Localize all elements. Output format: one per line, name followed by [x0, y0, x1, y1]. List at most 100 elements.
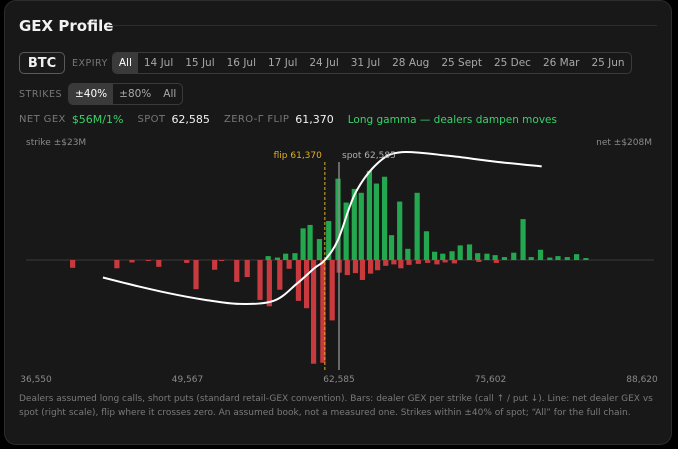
- stats-row: NET GEX $56M/1% SPOT 62,585 ZERO-Γ FLIP …: [19, 113, 557, 126]
- x-tick-label: 75,602: [475, 375, 507, 385]
- regime-note: Long gamma — dealers dampen moves: [347, 113, 557, 126]
- right-axis-label: net ±$208M: [596, 138, 652, 148]
- spot-marker-label: spot 62,585: [342, 151, 396, 161]
- spot-value: 62,585: [171, 113, 210, 126]
- put-gex-bar: [352, 260, 359, 274]
- put-gex-bar: [286, 260, 292, 269]
- call-gex-bar: [316, 239, 322, 260]
- strikes-option[interactable]: All: [163, 88, 177, 100]
- call-gex-bar: [449, 251, 455, 260]
- call-gex-bar: [432, 251, 438, 260]
- put-gex-bar: [266, 260, 272, 307]
- expiry-option[interactable]: 25 Sept: [441, 57, 482, 69]
- x-tick-label: 49,567: [172, 375, 204, 385]
- call-gex-bar: [388, 235, 395, 260]
- call-gex-bar: [501, 257, 508, 260]
- expiry-option[interactable]: 24 Jul: [309, 57, 339, 69]
- expiry-option[interactable]: 31 Jul: [350, 57, 381, 69]
- put-gex-bar: [374, 260, 381, 271]
- expiry-option[interactable]: 14 Jul: [143, 57, 174, 69]
- call-gex-bar: [466, 244, 473, 260]
- gex-bars: [70, 170, 589, 364]
- expiry-label: EXPIRY: [72, 57, 108, 69]
- call-gex-bar: [343, 202, 349, 260]
- put-gex-bar: [156, 260, 162, 267]
- strikes-option[interactable]: ±80%: [119, 88, 152, 100]
- call-gex-bar: [265, 256, 271, 260]
- put-gex-bar: [425, 260, 431, 263]
- x-axis-ticks: 36,550 49,567 62,585 75,602 88,620: [20, 375, 658, 385]
- put-gex-bar: [451, 260, 457, 264]
- call-gex-bar: [283, 253, 289, 260]
- expiry-option[interactable]: 15 Jul: [185, 57, 215, 69]
- call-gex-bar: [484, 253, 490, 260]
- x-tick-label: 88,620: [626, 375, 658, 385]
- put-gex-bar: [406, 260, 412, 265]
- expiry-option[interactable]: 17 Jul: [268, 57, 298, 69]
- net-gex-value: $56M/1%: [71, 113, 124, 126]
- put-gex-bar: [391, 260, 397, 265]
- put-gex-bar: [320, 260, 326, 363]
- strikes-option[interactable]: ±40%: [69, 84, 114, 104]
- asset-selector-button[interactable]: BTC: [19, 52, 65, 74]
- put-gex-bar: [329, 260, 335, 321]
- call-gex-bar: [381, 176, 388, 260]
- put-gex-bar: [415, 260, 421, 264]
- call-gex-bar: [555, 256, 561, 260]
- call-gex-bar: [414, 192, 420, 260]
- zero-gamma-flip-value: 61,370: [295, 113, 334, 126]
- strikes-label: STRIKES: [19, 88, 62, 100]
- call-gex-bar: [274, 257, 281, 260]
- call-gex-bar: [292, 253, 298, 260]
- put-gex-bar: [367, 260, 374, 274]
- call-gex-bar: [511, 252, 517, 260]
- net-gex-label: NET GEX: [19, 114, 66, 125]
- gex-profile-panel: GEX Profile BTC EXPIRY All 14 Jul 15 Jul 16…: [4, 0, 672, 445]
- call-gex-bar: [307, 224, 313, 260]
- put-gex-bar: [114, 260, 120, 269]
- spot-label: SPOT: [137, 114, 166, 125]
- call-gex-bar: [300, 228, 306, 260]
- net-gex-curve: [102, 150, 542, 305]
- expiry-option[interactable]: 28 Aug: [392, 57, 430, 69]
- call-gex-bar: [547, 257, 553, 260]
- call-gex-bar: [583, 258, 589, 260]
- call-gex-bar: [351, 188, 357, 260]
- call-gex-bar: [366, 170, 373, 260]
- put-gex-bar: [434, 260, 440, 265]
- call-gex-bar: [528, 257, 534, 260]
- put-gex-bar: [244, 260, 250, 278]
- expiry-option[interactable]: 25 Dec: [493, 57, 531, 69]
- call-gex-bar: [440, 253, 446, 260]
- put-gex-bar: [359, 260, 366, 280]
- put-gex-bar: [145, 260, 151, 261]
- page-title: GEX Profile: [19, 17, 114, 35]
- title-divider: [110, 25, 657, 26]
- call-gex-bar: [492, 255, 498, 260]
- put-gex-bar: [193, 260, 199, 290]
- put-gex-bar: [295, 260, 302, 301]
- put-gex-bar: [184, 260, 190, 263]
- call-gex-bar: [335, 178, 341, 260]
- put-gex-bar: [383, 260, 389, 266]
- expiry-option[interactable]: 26 Mar: [542, 57, 580, 69]
- put-gex-bar: [493, 260, 499, 263]
- asset-expiry-row: BTC EXPIRY All 14 Jul 15 Jul 16 Jul 17 Jul 24…: [19, 52, 632, 74]
- expiry-option[interactable]: 16 Jul: [226, 57, 256, 69]
- flip-marker-label: flip 61,370: [274, 151, 323, 161]
- call-gex-bar: [537, 249, 544, 260]
- put-gex-bar: [277, 260, 283, 290]
- call-gex-bar: [457, 245, 463, 260]
- expiry-option[interactable]: All: [112, 53, 138, 73]
- put-gex-bar: [303, 260, 310, 309]
- call-gex-bar: [423, 231, 430, 260]
- zero-gamma-flip-label: ZERO-Γ FLIP: [223, 114, 290, 125]
- expiry-option[interactable]: 25 Jun: [591, 57, 625, 69]
- put-gex-bar: [70, 260, 76, 268]
- put-gex-bar: [129, 260, 135, 263]
- x-tick-label: 62,585: [323, 375, 355, 385]
- put-gex-bar: [219, 260, 225, 261]
- call-gex-bar: [405, 248, 411, 260]
- put-gex-bar: [212, 260, 218, 270]
- call-gex-bar: [358, 192, 364, 260]
